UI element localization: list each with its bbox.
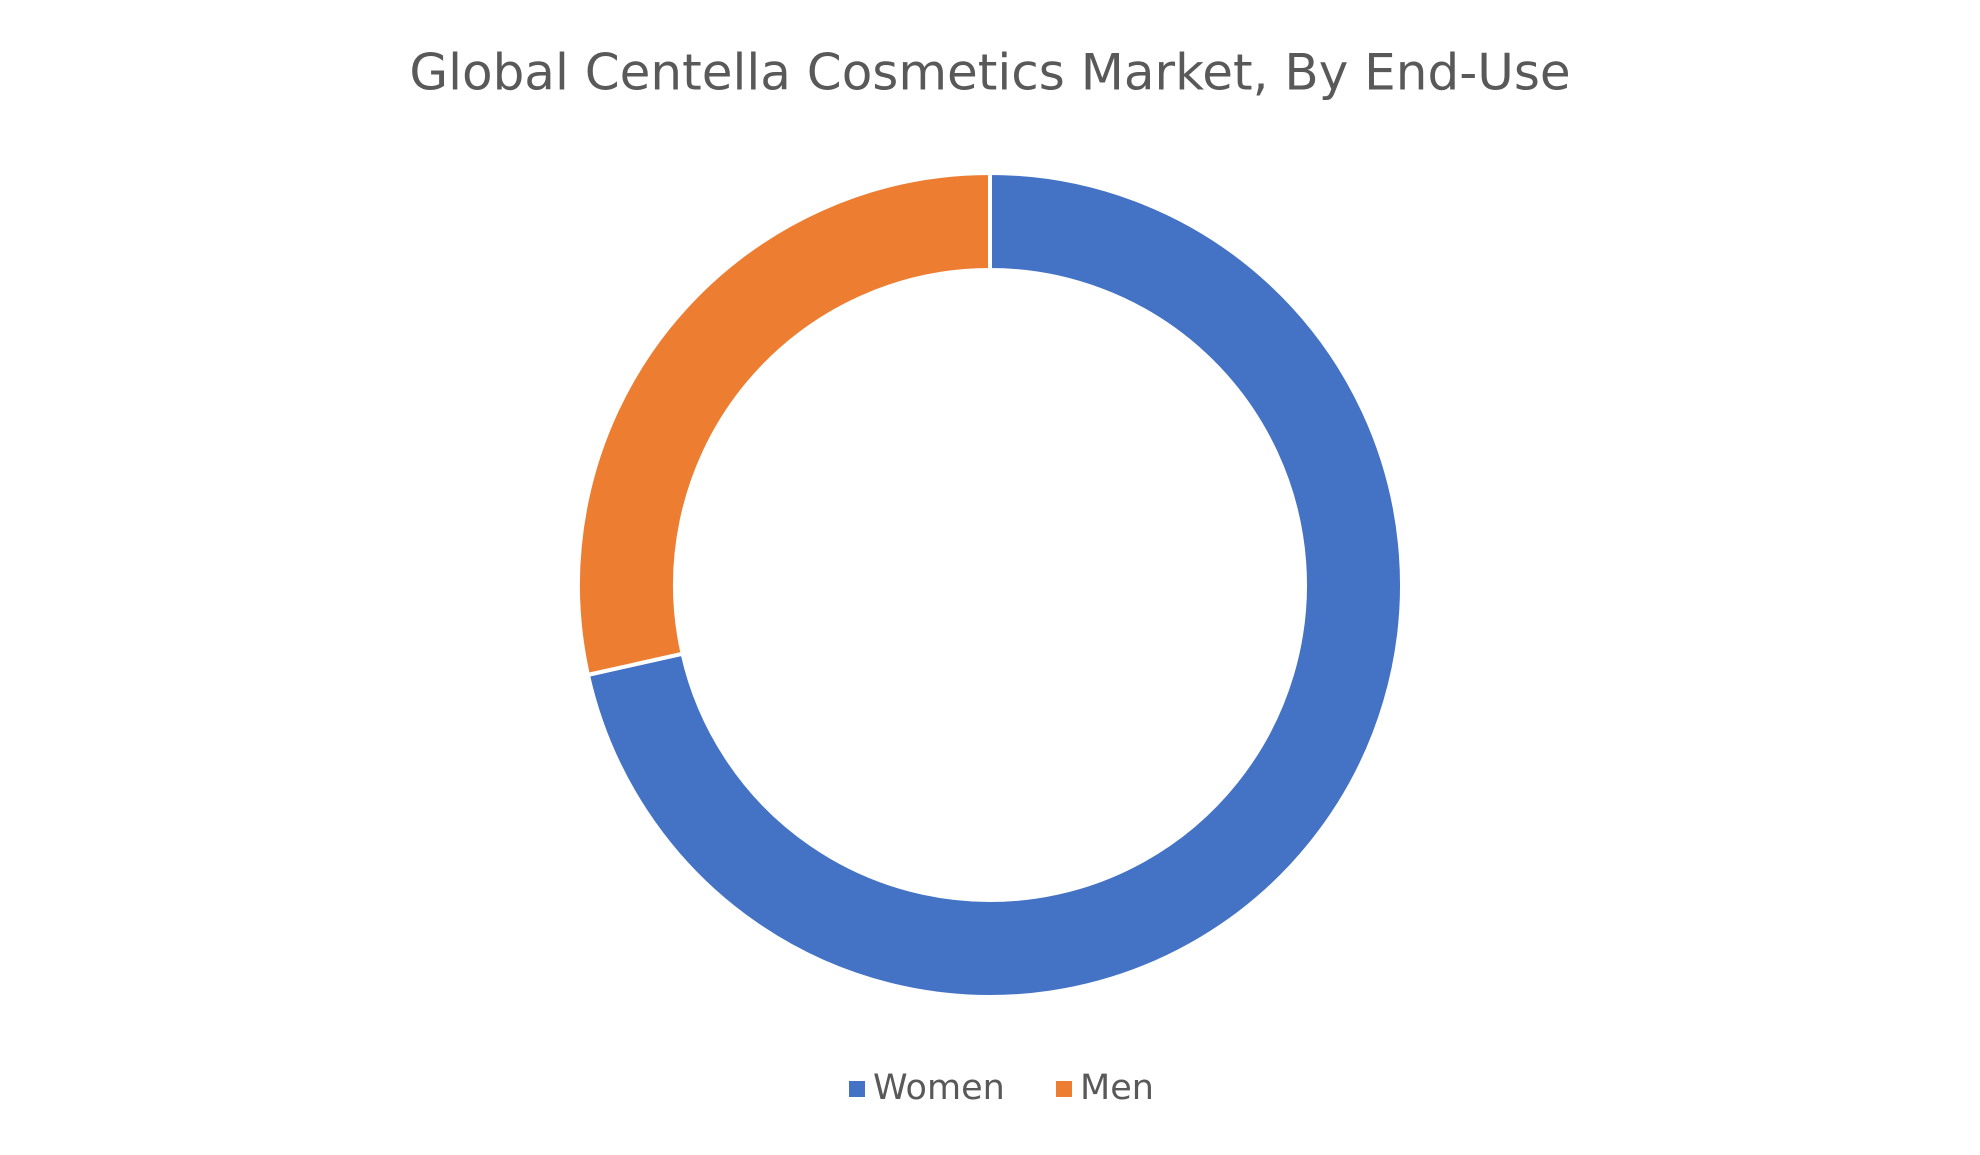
legend-swatch: [1056, 1081, 1072, 1097]
legend-label: Women: [873, 1068, 1005, 1108]
legend-label: Men: [1080, 1068, 1154, 1108]
legend-swatch: [849, 1081, 865, 1097]
donut-slice: [576, 170, 992, 678]
donut-slice: [585, 170, 1404, 999]
chart-title: Global Centella Cosmetics Market, By End…: [409, 44, 1570, 102]
